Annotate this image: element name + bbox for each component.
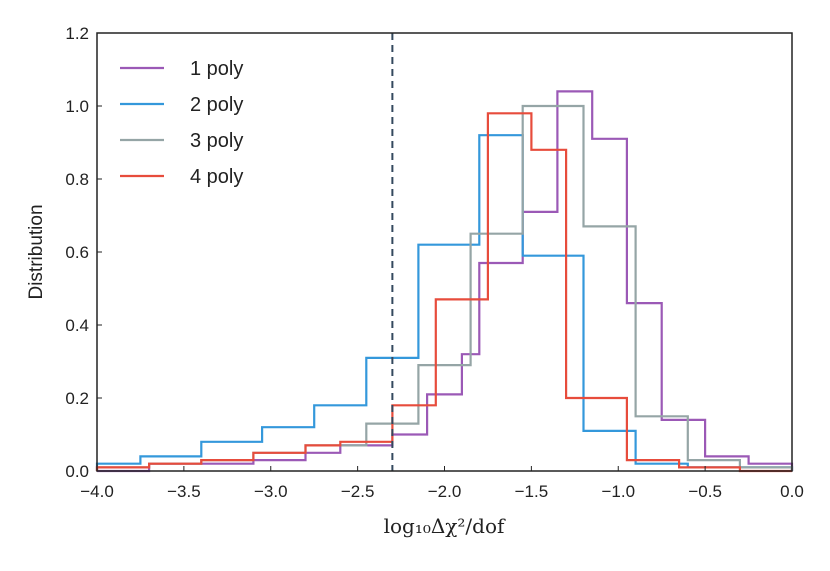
legend-label-2-poly: 2 poly [190, 94, 243, 116]
legend-label-3-poly: 3 poly [190, 130, 243, 152]
x-axis-ticks: −4.0 −3.5 −3.0 −2.5 −2.0 −1.5 −1.0 −0.5 0.0 [80, 466, 804, 501]
x-tick-label: −1.5 [515, 482, 549, 501]
x-tick-label: −3.5 [167, 482, 201, 501]
x-tick-label: −2.5 [341, 482, 375, 501]
series-line-4-poly [95, 112, 792, 473]
series-layer [95, 90, 794, 473]
x-tick-label: −1.0 [601, 482, 635, 501]
legend: 1 poly 2 poly 3 poly 4 poly [120, 58, 243, 188]
y-tick-label: 0.4 [65, 316, 89, 335]
y-axis-label: Distribution [26, 204, 47, 299]
x-tick-label: −2.0 [428, 482, 462, 501]
y-tick-label: 0.0 [65, 462, 89, 481]
legend-label-1-poly: 1 poly [190, 58, 243, 80]
legend-label-4-poly: 4 poly [190, 166, 243, 188]
x-tick-label: −4.0 [80, 482, 114, 501]
y-tick-label: 1.0 [65, 97, 89, 116]
y-axis-ticks: 0.0 0.2 0.4 0.6 0.8 1.0 1.2 [65, 24, 102, 481]
y-tick-label: 0.8 [65, 170, 89, 189]
y-tick-label: 1.2 [65, 24, 89, 43]
y-tick-label: 0.6 [65, 243, 89, 262]
x-tick-label: −3.0 [254, 482, 288, 501]
x-tick-label: −0.5 [688, 482, 722, 501]
series-line-2-poly [95, 134, 794, 471]
y-tick-label: 0.2 [65, 389, 89, 408]
plot-background [97, 33, 792, 471]
series-line-1-poly [97, 90, 794, 473]
x-axis-label: log₁₀Δχ²/dof [384, 514, 506, 538]
x-tick-label: 0.0 [780, 482, 804, 501]
